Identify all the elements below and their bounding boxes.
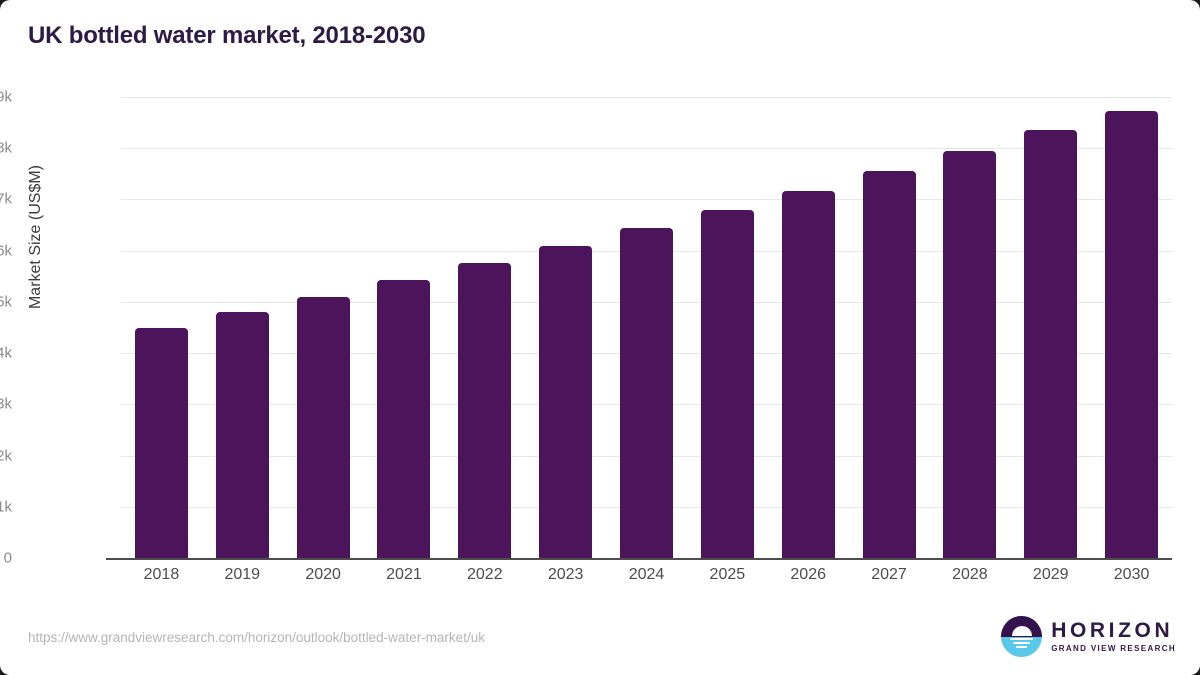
x-tick-label: 2030: [1113, 566, 1150, 583]
bar[interactable]: [539, 245, 593, 558]
y-tick-label: 8k: [0, 139, 12, 157]
y-tick-label: 0: [3, 549, 12, 567]
gridline: [121, 199, 1172, 201]
y-tick-label: 4k: [0, 344, 12, 362]
y-tick-label: 2k: [0, 447, 12, 465]
y-axis-title: Market Size (US$M): [27, 164, 44, 310]
gridline: [121, 97, 1172, 98]
bars-group: [121, 97, 1172, 558]
bar[interactable]: [781, 190, 835, 558]
source-url[interactable]: https://www.grandviewresearch.com/horizo…: [28, 630, 485, 645]
x-tick-label: 2023: [547, 566, 584, 583]
x-tick-label: 2025: [709, 566, 746, 583]
bar[interactable]: [296, 296, 350, 558]
y-tick-label: 1k: [0, 498, 12, 516]
bar[interactable]: [377, 280, 431, 558]
x-tick-label: 2022: [467, 566, 503, 583]
x-tick-label: 2024: [628, 566, 665, 583]
bar[interactable]: [1024, 130, 1078, 558]
plot-canvas: [106, 97, 1172, 560]
y-tick-label: 7k: [0, 190, 12, 208]
bar[interactable]: [700, 210, 754, 558]
x-tick-label: 2018: [143, 566, 180, 583]
brand-logo: HORIZON GRAND VIEW RESEARCH: [1001, 616, 1176, 657]
bar[interactable]: [134, 327, 188, 558]
y-tick-label: 5k: [0, 293, 12, 311]
bar[interactable]: [1105, 111, 1159, 558]
x-tick-label: 2020: [305, 566, 341, 583]
y-tick-label: 9k: [0, 88, 12, 106]
x-tick-label: 2027: [871, 566, 907, 583]
bar[interactable]: [458, 262, 512, 558]
bar[interactable]: [943, 150, 997, 558]
bar[interactable]: [620, 227, 673, 558]
x-tick-label: 2028: [952, 566, 988, 583]
bar[interactable]: [862, 171, 916, 558]
page-title: UK bottled water market, 2018-2030: [28, 22, 426, 49]
x-tick-label: 2021: [386, 566, 422, 583]
brand-text: HORIZON GRAND VIEW RESEARCH: [1051, 620, 1176, 653]
horizon-sunset-circle-icon: [1001, 616, 1043, 657]
brand-tagline: GRAND VIEW RESEARCH: [1051, 644, 1176, 653]
x-tick-label: 2026: [790, 566, 826, 583]
x-tick-label: 2019: [224, 566, 261, 583]
gridline: [121, 148, 1172, 150]
x-tick-label: 2029: [1032, 566, 1069, 583]
brand-name: HORIZON: [1051, 619, 1174, 642]
bar[interactable]: [215, 312, 269, 558]
gridline: [106, 558, 1172, 560]
y-tick-label: 6k: [0, 242, 12, 260]
y-tick-label: 3k: [0, 395, 12, 413]
